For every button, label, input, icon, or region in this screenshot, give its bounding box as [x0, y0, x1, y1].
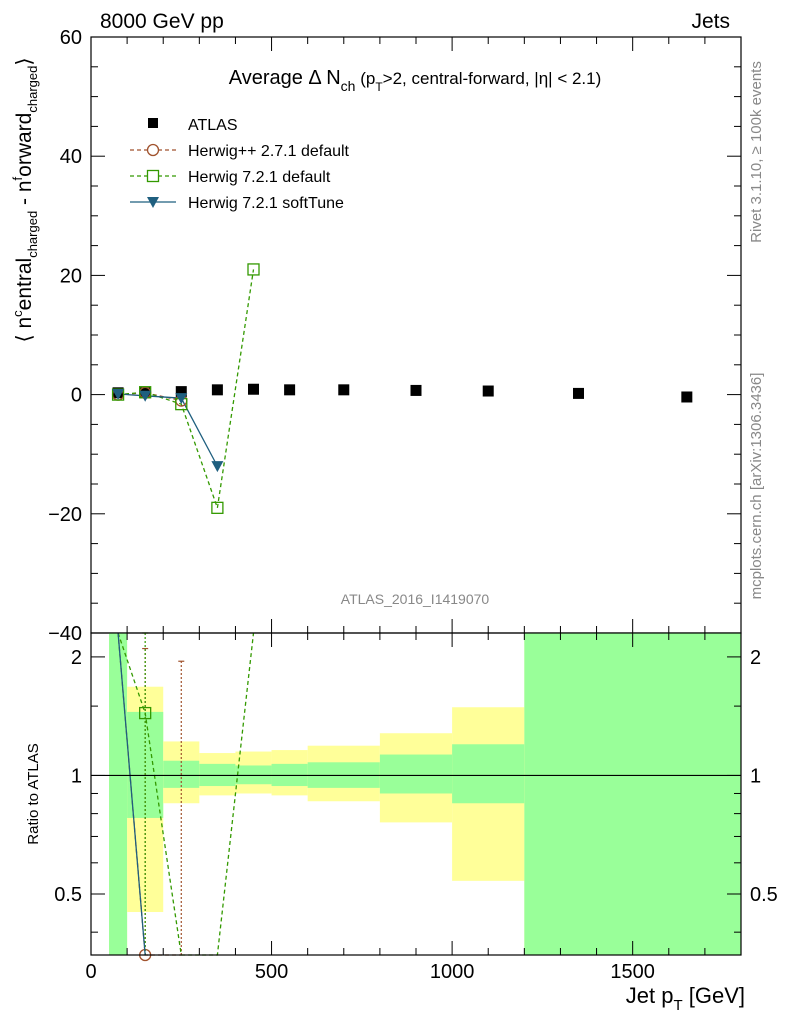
ratio-y-ticks: 0.5 0.5 1 1 2 2 [54, 647, 778, 933]
x-tick-label: 0 [85, 961, 96, 983]
atlas-point [211, 384, 223, 396]
ratio-y-tick-label: 1 [71, 765, 82, 787]
ratio-y-tick-label-right: 0.5 [750, 884, 778, 906]
herwig-soft-point [139, 390, 152, 402]
herwig-default-point [211, 501, 224, 514]
x-tick-label: 1000 [430, 961, 475, 983]
ratio-line-2 [117, 632, 146, 956]
ratio-frame [90, 632, 742, 956]
main-y-tick-label: 0 [71, 385, 82, 407]
main-y-tick-label: 20 [60, 265, 82, 287]
ratio-y-label: Ratio to ATLAS [25, 743, 42, 844]
rivet-version-label: Rivet 3.1.10, ≥ 100k events [748, 61, 765, 243]
ratio-band-inner [524, 633, 741, 955]
atlas-point [410, 384, 422, 396]
ratio-y-tick-label-right: 2 [750, 647, 761, 669]
main-y-tick-label: 40 [60, 146, 82, 168]
atlas-point [248, 383, 259, 395]
legend: ATLAS Herwig++ 2.7.1 default Herwig 7.2.… [130, 117, 350, 212]
main-title: Average Δ Nch (pT>2, central-forward, |η… [229, 67, 602, 94]
legend-label-atlas: ATLAS [188, 117, 238, 134]
legend-label-herwig-default: Herwig 7.2.1 default [188, 169, 331, 186]
ratio-herwig-default-point [139, 706, 152, 720]
x-tick-label: 500 [255, 961, 288, 983]
herwig-default-point [247, 263, 260, 276]
main-y-label: ⟨ ncentralcharged - nforwardcharged⟩ [10, 57, 40, 342]
x-tick-label: 1500 [610, 961, 655, 983]
ratio-x-ticks: 0 500 1000 1500 [85, 633, 742, 983]
main-y-tick-label: −40 [48, 623, 82, 645]
herwig-soft-point [175, 393, 188, 405]
header-left: 8000 GeV pp [100, 10, 224, 33]
main-y-ticks: −40 −20 0 20 40 60 [48, 27, 741, 645]
main-y-tick-label: 60 [60, 27, 82, 49]
main-y-tick-label: −20 [48, 504, 82, 526]
herwig-soft-point [211, 461, 224, 473]
main-series [111, 263, 693, 514]
atlas-point [482, 385, 494, 397]
legend-marker-herwig-default [146, 169, 160, 183]
ratio-band-inner [379, 754, 453, 794]
legend-marker-herwig-soft [147, 197, 159, 208]
atlas-point [284, 384, 296, 396]
atlas-point [573, 387, 584, 399]
ratio-y-tick-label: 2 [71, 647, 82, 669]
ratio-bands [109, 633, 741, 955]
header-right: Jets [691, 10, 730, 33]
legend-label-herwig-soft: Herwig 7.2.1 softTune [188, 195, 344, 212]
ratio-panel: 0.5 0.5 1 1 2 2 0 500 1000 1500 Ratio to ATLAS J… [25, 632, 778, 1014]
legend-marker-atlas [148, 118, 158, 128]
atlas-point [175, 386, 187, 398]
analysis-watermark: ATLAS_2016_I1419070 [341, 591, 490, 607]
x-axis-label: Jet pT [GeV] [626, 983, 745, 1014]
ratio-band-inner [452, 744, 525, 804]
ratio-y-tick-label-right: 1 [750, 765, 761, 787]
ratio-y-tick-label: 0.5 [54, 884, 82, 906]
series-line-3 [118, 393, 218, 467]
main-panel: −40 −20 0 20 40 60 Average Δ Nch (pT>2, centr… [10, 27, 742, 645]
atlas-point [681, 391, 693, 403]
atlas-point [338, 384, 350, 396]
legend-marker-herwigpp [146, 143, 160, 157]
herwig-soft-point [112, 389, 125, 401]
ratio-band-inner [109, 633, 128, 955]
mcplots-label: mcplots.cern.ch [arXiv:1306.3436] [748, 373, 765, 600]
legend-label-herwigpp: Herwig++ 2.7.1 default [188, 143, 350, 160]
